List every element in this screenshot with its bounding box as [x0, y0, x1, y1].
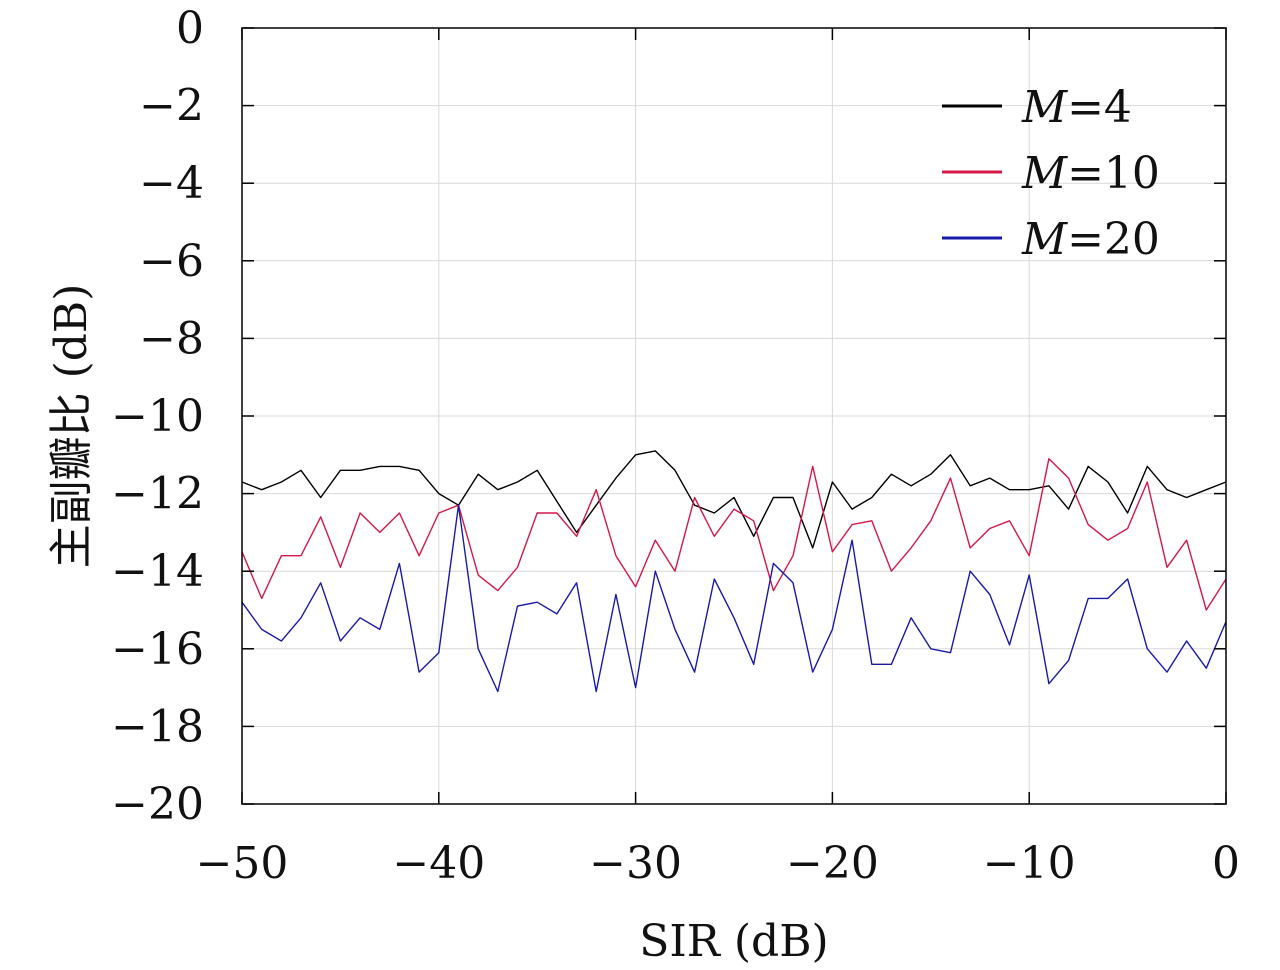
y-tick-label: 0 [176, 3, 204, 54]
y-axis-title: 主副瓣比 (dB) [46, 284, 97, 569]
legend-item: M=10 [942, 148, 1160, 199]
y-tick-label: −12 [111, 469, 204, 520]
legend-label: M=10 [1021, 148, 1160, 199]
legend-item: M=4 [942, 82, 1132, 133]
legend-label: M=4 [1021, 82, 1132, 133]
y-tick-label: −2 [139, 81, 204, 132]
legend-label: M=20 [1021, 214, 1160, 265]
y-tick-labels: 0 −2 −4 −6 −8 −10 −12 −14 −16 −18 −20 [111, 3, 204, 830]
legend-item: M=20 [942, 214, 1160, 265]
x-axis-title: SIR (dB) [639, 916, 828, 967]
y-tick-label: −10 [111, 391, 204, 442]
series-line [241, 450, 1227, 549]
x-tick-label: −30 [589, 838, 682, 889]
tick-marks [241, 27, 1227, 805]
x-tick-label: −20 [786, 838, 879, 889]
x-tick-label: −10 [983, 838, 1076, 889]
data-series [241, 450, 1227, 693]
y-tick-label: −16 [111, 624, 204, 675]
y-tick-label: −20 [111, 779, 204, 830]
x-tick-label: −40 [392, 838, 485, 889]
series-line [241, 504, 1227, 693]
grid-lines [242, 28, 1226, 804]
legend: M=4 M=10 M=20 [942, 82, 1160, 265]
y-tick-label: −14 [111, 546, 204, 597]
y-tick-label: −6 [139, 236, 204, 287]
y-tick-label: −4 [139, 158, 204, 209]
series-line [241, 458, 1227, 611]
y-tick-label: −18 [111, 701, 204, 752]
x-tick-label: −50 [196, 838, 289, 889]
x-tick-label: 0 [1212, 838, 1240, 889]
x-tick-labels: −50 −40 −30 −20 −10 0 [196, 838, 1240, 889]
y-tick-label: −8 [139, 313, 204, 364]
